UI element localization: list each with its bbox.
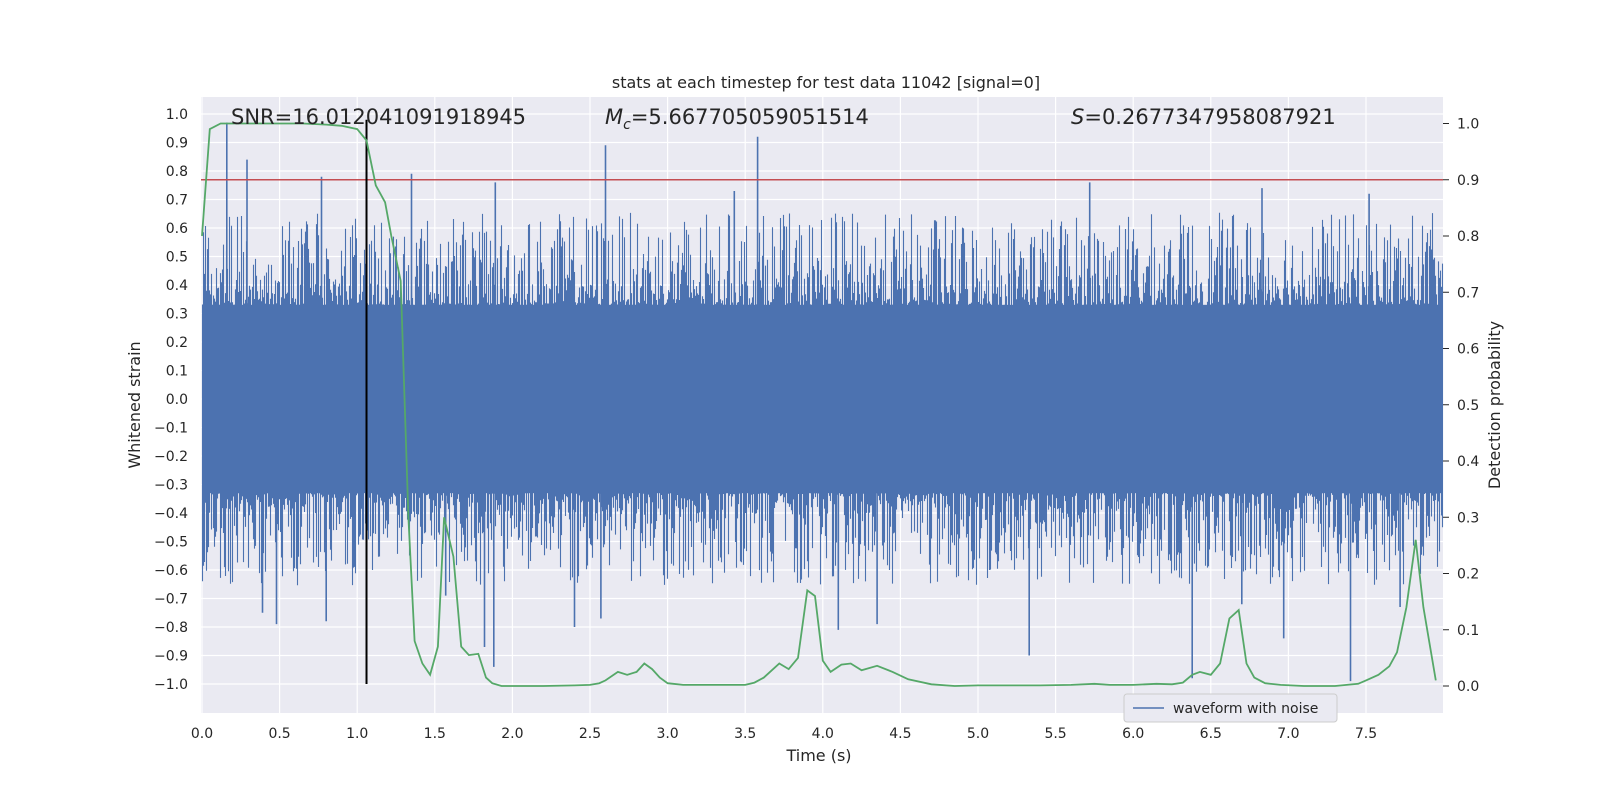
y-tick-label: 0.3 bbox=[166, 307, 188, 323]
x-tick-label: 1.5 bbox=[424, 726, 446, 742]
y-right-tick-label: 0.1 bbox=[1457, 623, 1479, 639]
x-axis: 0.0 0.5 1.0 1.5 2.0 2.5 3.0 3.5 4.0 4.5 5.0 5.5 6.0 6… bbox=[191, 726, 1377, 742]
x-tick-label: 0.0 bbox=[191, 726, 213, 742]
y-tick-label: −0.7 bbox=[154, 592, 188, 608]
y-axis-right-label: Detection probability bbox=[1485, 321, 1504, 489]
reference-lines bbox=[201, 119, 1443, 684]
y-right-tick-label: 0.4 bbox=[1457, 454, 1479, 470]
s-value: =0.2677347958087921 bbox=[1084, 105, 1335, 129]
y-right-tick-label: 0.6 bbox=[1457, 342, 1479, 358]
y-right-tick-label: 0.0 bbox=[1457, 679, 1479, 695]
legend-entry: waveform with noise bbox=[1173, 701, 1318, 717]
x-tick-label: 2.0 bbox=[501, 726, 523, 742]
snr-annotation: SNR=16.012041091918945 bbox=[231, 105, 526, 129]
x-tick-label: 3.5 bbox=[734, 726, 756, 742]
y-right-tick-label: 0.8 bbox=[1457, 229, 1479, 245]
y-axis-left: 1.0 0.9 0.8 0.7 0.6 0.5 0.4 0.3 0.2 0.1 0.0 −0.1 −0.… bbox=[154, 107, 188, 693]
y-right-tick-label: 0.5 bbox=[1457, 398, 1479, 414]
y-tick-label: 1.0 bbox=[166, 107, 188, 123]
y-tick-label: −0.2 bbox=[154, 449, 188, 465]
x-tick-label: 4.0 bbox=[812, 726, 834, 742]
legend: waveform with noise bbox=[1123, 693, 1338, 723]
x-tick-label: 7.0 bbox=[1277, 726, 1299, 742]
y-tick-label: −0.1 bbox=[154, 421, 188, 437]
y-tick-label: 0.0 bbox=[166, 392, 188, 408]
y-axis-label: Whitened strain bbox=[125, 341, 144, 468]
probability-line bbox=[201, 122, 1437, 687]
waveform-spikes bbox=[226, 122, 1401, 682]
chirp-mass-subscript: c bbox=[623, 117, 631, 133]
y-tick-label: −0.9 bbox=[154, 649, 188, 665]
y-right-tick-label: 1.0 bbox=[1457, 117, 1479, 133]
chirp-mass-annotation: Mc=5.667705059051514 bbox=[605, 105, 869, 133]
legend-box bbox=[1123, 693, 1338, 723]
waveform-series bbox=[201, 122, 1444, 682]
x-tick-label: 6.5 bbox=[1200, 726, 1222, 742]
y-tick-label: −0.4 bbox=[154, 506, 188, 522]
y-tick-label: 0.2 bbox=[166, 335, 188, 351]
x-tick-label: 6.0 bbox=[1122, 726, 1144, 742]
y-right-tick-label: 0.3 bbox=[1457, 510, 1479, 526]
y-tick-label: −0.8 bbox=[154, 620, 188, 636]
y-tick-label: 0.9 bbox=[166, 136, 188, 152]
y-tick-label: 0.4 bbox=[166, 278, 188, 294]
y-tick-label: −0.3 bbox=[154, 478, 188, 494]
x-tick-label: 4.5 bbox=[889, 726, 911, 742]
chirp-mass-symbol: M bbox=[605, 105, 623, 129]
chart-title: stats at each timestep for test data 110… bbox=[612, 73, 1040, 92]
x-tick-label: 2.5 bbox=[579, 726, 601, 742]
y-tick-label: −1.0 bbox=[154, 677, 188, 693]
y-tick-label: 0.1 bbox=[166, 364, 188, 380]
x-tick-label: 5.0 bbox=[967, 726, 989, 742]
s-annotation: S=0.2677347958087921 bbox=[1071, 105, 1336, 129]
y-tick-label: 0.7 bbox=[166, 193, 188, 209]
x-tick-label: 0.5 bbox=[268, 726, 290, 742]
y-tick-label: 0.6 bbox=[166, 221, 188, 237]
chirp-mass-value: =5.667705059051514 bbox=[631, 105, 869, 129]
y-tick-label: 0.5 bbox=[166, 250, 188, 266]
y-right-tick-label: 0.7 bbox=[1457, 285, 1479, 301]
y-right-tick-label: 0.9 bbox=[1457, 173, 1479, 189]
y-right-tick-label: 0.2 bbox=[1457, 567, 1479, 583]
y-tick-label: 0.8 bbox=[166, 164, 188, 180]
s-symbol: S bbox=[1071, 105, 1084, 129]
y-axis-right: 1.0 0.9 0.8 0.7 0.6 0.5 0.4 0.3 0.2 0.1 0.0 bbox=[1443, 117, 1479, 695]
x-tick-label: 5.5 bbox=[1044, 726, 1066, 742]
x-tick-label: 1.0 bbox=[346, 726, 368, 742]
y-tick-label: −0.6 bbox=[154, 563, 188, 579]
x-tick-label: 3.0 bbox=[656, 726, 678, 742]
x-tick-label: 7.5 bbox=[1355, 726, 1377, 742]
probability-series bbox=[201, 122, 1437, 687]
x-axis-label: Time (s) bbox=[785, 746, 851, 765]
y-tick-label: −0.5 bbox=[154, 535, 188, 551]
